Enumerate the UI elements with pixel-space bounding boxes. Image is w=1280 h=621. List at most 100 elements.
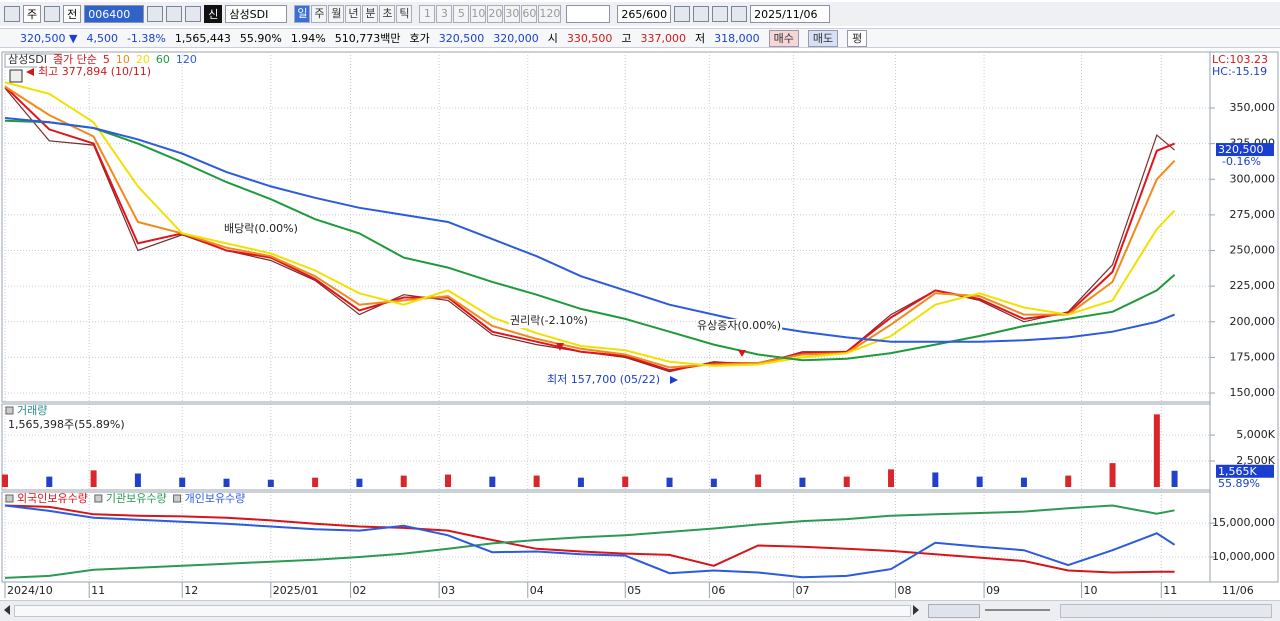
- panel-subtitle: 1,565,398주(55.89%): [8, 418, 125, 431]
- candle-icon[interactable]: [674, 6, 691, 22]
- series-line: [4, 504, 1175, 574]
- interval-button[interactable]: 주: [311, 5, 328, 23]
- series-line: [4, 117, 1175, 343]
- volume-bar: [1109, 463, 1116, 487]
- scroll-right[interactable]: [913, 605, 919, 615]
- x-tick-label: 02: [353, 584, 367, 597]
- quote-value: 고: [621, 32, 632, 45]
- market-select[interactable]: 주: [23, 5, 42, 23]
- interval-button[interactable]: 틱: [396, 5, 413, 23]
- y-tick-label: 250,000: [1230, 244, 1276, 257]
- volume-bar: [46, 476, 53, 487]
- arrow: [670, 376, 678, 384]
- zoom-slider[interactable]: [985, 609, 1050, 611]
- legend-icon: [94, 494, 103, 503]
- menu-icon[interactable]: [44, 6, 61, 22]
- order-button[interactable]: 매수: [768, 29, 799, 47]
- volume-bar: [179, 477, 186, 487]
- price-box: [1216, 143, 1274, 157]
- x-tick-label: 12: [184, 584, 198, 597]
- annotation: 유상증자(0.00%): [697, 319, 781, 332]
- settings-icon[interactable]: [731, 6, 748, 22]
- legend-label: 종가 단순: [53, 53, 97, 66]
- dropdown-icon[interactable]: [147, 6, 164, 22]
- count-button[interactable]: 60: [521, 5, 538, 23]
- search-icon[interactable]: [166, 6, 183, 22]
- scroll-track[interactable]: [14, 605, 911, 617]
- volume-bar: [799, 477, 806, 487]
- volume-bar: [312, 477, 319, 487]
- date-input[interactable]: 2025/11/06: [750, 5, 831, 23]
- volume-bar: [1171, 470, 1178, 487]
- x-tick-label: 10: [1084, 584, 1098, 597]
- interval-button[interactable]: 월: [328, 5, 345, 23]
- count-buttons: 1 3 5 10 20 30 60 120: [419, 5, 562, 23]
- legend-entry: 기관보유수량: [106, 492, 167, 505]
- quote-value: 4,500: [86, 31, 118, 45]
- axis-area: [1209, 51, 1279, 583]
- volume-box: [1216, 464, 1274, 478]
- code-input[interactable]: 006400: [84, 5, 145, 23]
- volume-bar: [622, 476, 629, 487]
- quote-value: 337,000: [640, 31, 687, 45]
- interval-button[interactable]: 일: [294, 5, 311, 23]
- compare-select[interactable]: 전: [63, 5, 82, 23]
- x-tick-label: 11: [1163, 584, 1177, 597]
- layout-icon[interactable]: [4, 6, 20, 22]
- view-tools[interactable]: [1060, 604, 1272, 618]
- interval-button[interactable]: 분: [362, 5, 379, 23]
- count-button[interactable]: 10: [470, 5, 487, 23]
- annotation: 최저 157,700 (05/22): [547, 373, 660, 386]
- count-button[interactable]: 5: [453, 5, 470, 23]
- legend-icon: [173, 494, 182, 503]
- panel-title: 거래량: [17, 404, 47, 417]
- legend-entry: 개인보유수량: [185, 492, 246, 505]
- count-select[interactable]: [566, 5, 611, 23]
- legend-entry: 120: [176, 53, 197, 66]
- legend-box: [4, 53, 62, 68]
- volume-bar: [843, 476, 850, 487]
- scroll-left[interactable]: [4, 605, 10, 615]
- count-button[interactable]: 1: [419, 5, 436, 23]
- count-button[interactable]: 3: [436, 5, 453, 23]
- interval-button[interactable]: 년: [345, 5, 362, 23]
- save-icon[interactable]: [712, 6, 729, 22]
- legend-entry: 20: [136, 53, 150, 66]
- order-button[interactable]: 평: [847, 29, 868, 47]
- quote-bar: 320,500 ▼ 4,500 -1.38% 1,565,443 55.90% 1.94%…: [0, 28, 1280, 48]
- y-tick-label: 350,000: [1230, 101, 1276, 114]
- order-button[interactable]: 매도: [807, 29, 839, 47]
- quote-value: 320,500 ▼: [20, 31, 78, 45]
- playback-controls[interactable]: [928, 604, 980, 618]
- legend-icon: [5, 406, 14, 415]
- quote-value: 318,000: [714, 31, 760, 45]
- volume-bar: [2, 474, 8, 487]
- sound-icon[interactable]: [185, 6, 202, 22]
- legend-entry: 5: [103, 53, 110, 66]
- annotation: 최고 377,894 (10/11): [38, 65, 151, 78]
- legend-entry: 외국인보유수량: [17, 492, 88, 505]
- y-tick-label: 300,000: [1230, 172, 1276, 185]
- current-price: 320,500: [1218, 143, 1264, 156]
- interval-button[interactable]: 초: [379, 5, 396, 23]
- count-button[interactable]: 20: [487, 5, 504, 23]
- arrow: [738, 350, 746, 357]
- count-button[interactable]: 120: [538, 5, 562, 23]
- tool-icon[interactable]: [693, 6, 710, 22]
- annotation-bg: [696, 319, 783, 333]
- y-tick-label: 2,500K: [1236, 454, 1275, 467]
- legend-entry: 10: [116, 53, 130, 66]
- series-line: [4, 119, 1176, 362]
- arrow: [556, 343, 564, 351]
- count-button[interactable]: 30: [504, 5, 521, 23]
- annotation-bg: [37, 65, 153, 79]
- y-tick-label: 175,000: [1230, 350, 1276, 363]
- y-tick-label: 150,000: [1230, 386, 1276, 399]
- quote-value: -1.38%: [126, 31, 166, 45]
- annotation-bg: [546, 373, 662, 387]
- legend-entry: 60: [156, 53, 170, 66]
- x-tick-label: 03: [441, 584, 455, 597]
- annotation-bg: [509, 314, 589, 328]
- arrow: [26, 68, 34, 76]
- side-label: LC:103.23: [1212, 53, 1268, 66]
